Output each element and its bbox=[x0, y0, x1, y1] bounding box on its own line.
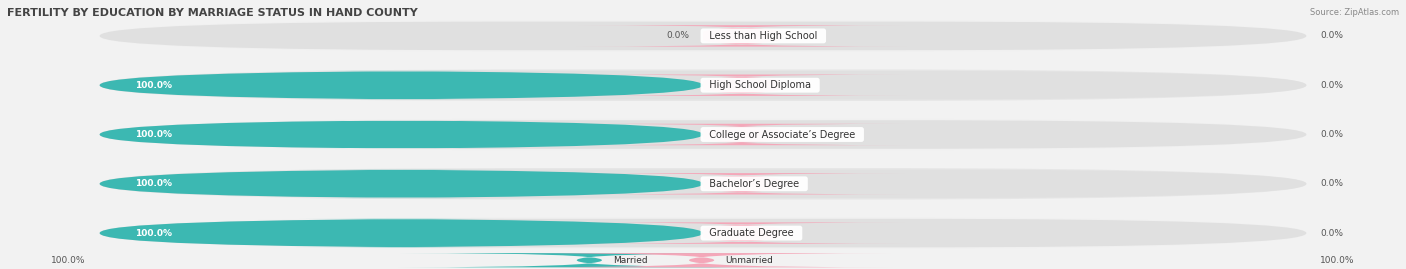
FancyBboxPatch shape bbox=[576, 124, 907, 145]
FancyBboxPatch shape bbox=[100, 71, 703, 100]
Text: 100.0%: 100.0% bbox=[135, 130, 172, 139]
Text: FERTILITY BY EDUCATION BY MARRIAGE STATUS IN HAND COUNTY: FERTILITY BY EDUCATION BY MARRIAGE STATU… bbox=[7, 8, 418, 18]
FancyBboxPatch shape bbox=[100, 169, 703, 198]
Text: College or Associate’s Degree: College or Associate’s Degree bbox=[703, 129, 862, 140]
Text: High School Diploma: High School Diploma bbox=[703, 80, 817, 90]
FancyBboxPatch shape bbox=[100, 22, 1306, 50]
Text: 100.0%: 100.0% bbox=[135, 229, 172, 238]
Text: 0.0%: 0.0% bbox=[1320, 81, 1343, 90]
FancyBboxPatch shape bbox=[100, 169, 1306, 198]
FancyBboxPatch shape bbox=[100, 217, 1306, 249]
Text: 0.0%: 0.0% bbox=[666, 31, 689, 40]
FancyBboxPatch shape bbox=[100, 20, 1306, 52]
FancyBboxPatch shape bbox=[100, 119, 1306, 150]
Text: 100.0%: 100.0% bbox=[1320, 256, 1355, 265]
FancyBboxPatch shape bbox=[100, 120, 1306, 149]
FancyBboxPatch shape bbox=[100, 219, 1306, 247]
FancyBboxPatch shape bbox=[398, 253, 780, 267]
Text: 0.0%: 0.0% bbox=[1320, 31, 1343, 40]
Text: Married: Married bbox=[613, 256, 648, 265]
Text: 0.0%: 0.0% bbox=[1320, 179, 1343, 188]
FancyBboxPatch shape bbox=[576, 222, 907, 244]
FancyBboxPatch shape bbox=[100, 71, 1306, 100]
Text: 100.0%: 100.0% bbox=[135, 179, 172, 188]
Text: Unmarried: Unmarried bbox=[725, 256, 773, 265]
FancyBboxPatch shape bbox=[576, 173, 907, 194]
Text: Less than High School: Less than High School bbox=[703, 31, 824, 41]
Text: 0.0%: 0.0% bbox=[1320, 229, 1343, 238]
FancyBboxPatch shape bbox=[100, 219, 703, 247]
FancyBboxPatch shape bbox=[510, 253, 893, 267]
Text: Bachelor’s Degree: Bachelor’s Degree bbox=[703, 179, 806, 189]
FancyBboxPatch shape bbox=[100, 120, 703, 149]
Text: 100.0%: 100.0% bbox=[135, 81, 172, 90]
Text: 0.0%: 0.0% bbox=[1320, 130, 1343, 139]
FancyBboxPatch shape bbox=[576, 25, 907, 47]
Text: Source: ZipAtlas.com: Source: ZipAtlas.com bbox=[1310, 8, 1399, 17]
FancyBboxPatch shape bbox=[100, 168, 1306, 200]
Text: Graduate Degree: Graduate Degree bbox=[703, 228, 800, 238]
Text: 100.0%: 100.0% bbox=[51, 256, 86, 265]
FancyBboxPatch shape bbox=[576, 75, 907, 96]
FancyBboxPatch shape bbox=[100, 69, 1306, 101]
